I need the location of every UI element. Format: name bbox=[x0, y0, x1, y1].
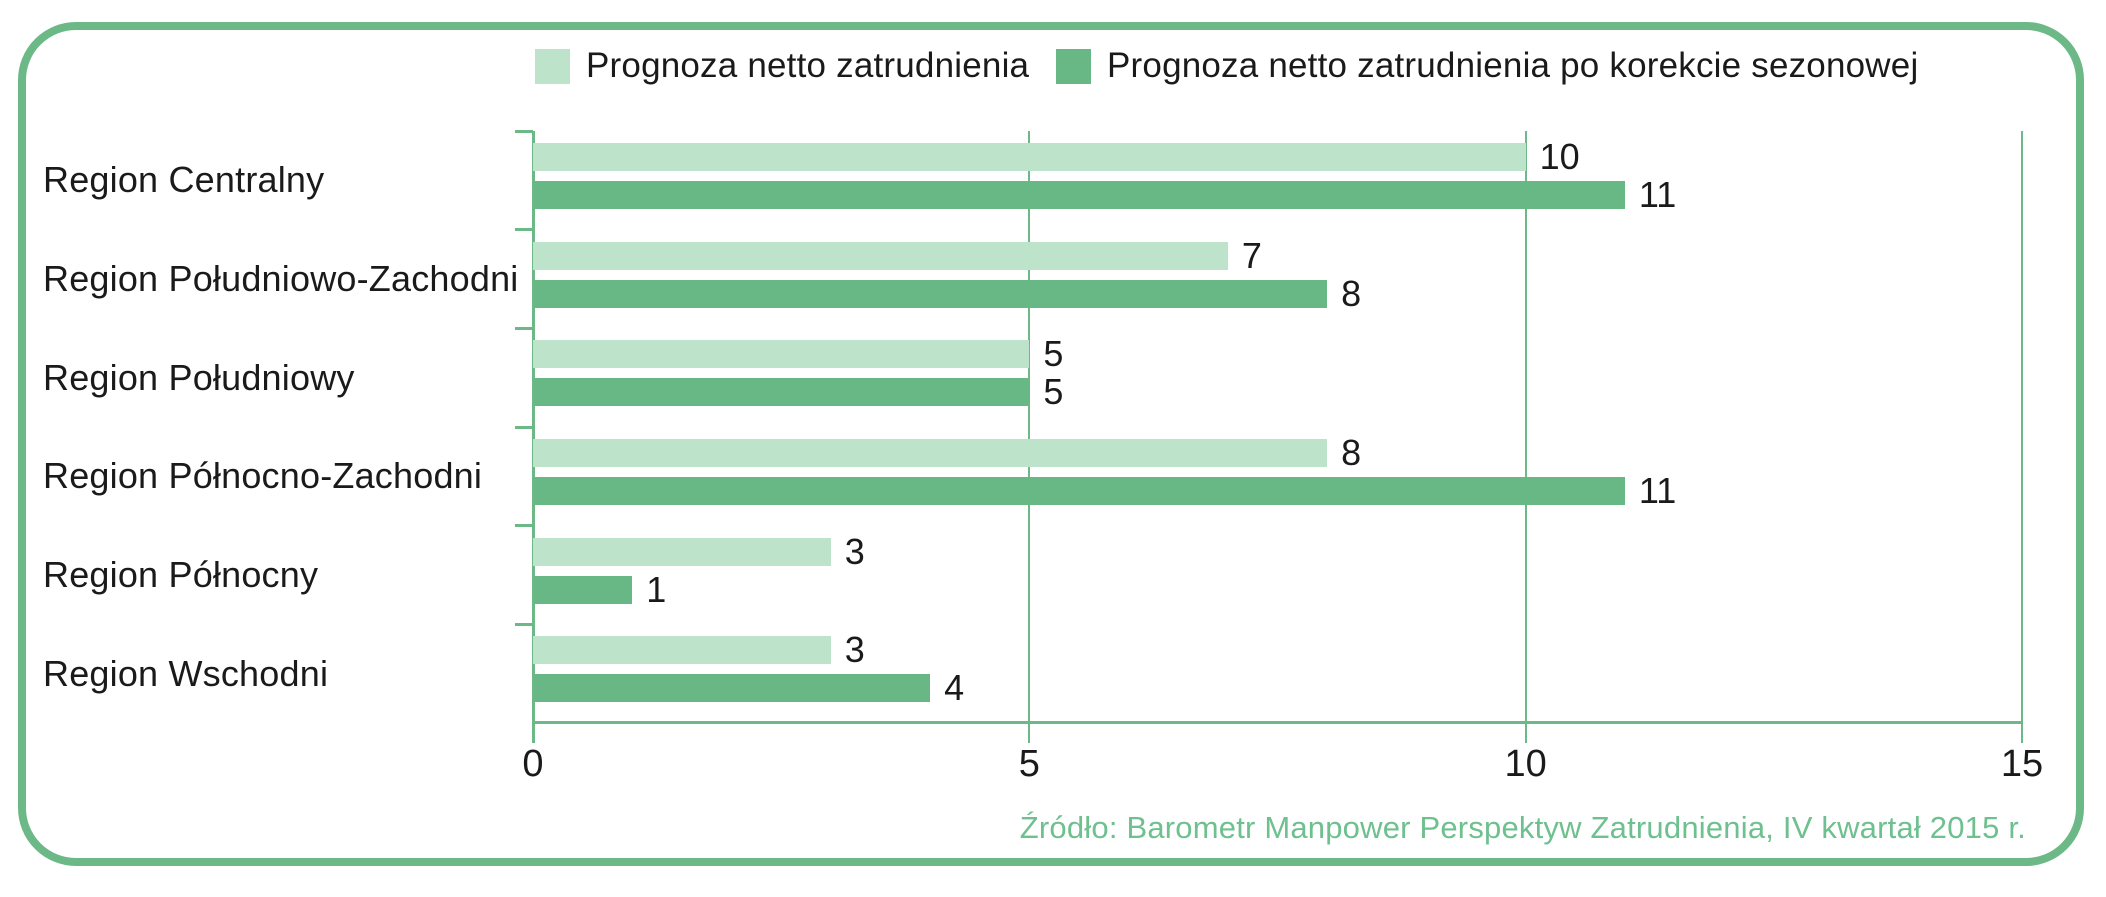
category-tick bbox=[515, 129, 533, 133]
category-tick bbox=[515, 524, 533, 528]
bar bbox=[533, 575, 633, 604]
bar bbox=[533, 279, 1328, 308]
x-tick-label-5: 5 bbox=[1018, 743, 1040, 785]
legend-item-forecast: Prognoza netto zatrudnienia bbox=[535, 45, 1029, 87]
category-label: Region Północny bbox=[43, 553, 319, 595]
category-label: Region Wschodni bbox=[43, 652, 329, 694]
legend-swatch-light bbox=[535, 48, 570, 84]
x-axis-line bbox=[533, 721, 2022, 724]
bar bbox=[533, 439, 1328, 467]
y-axis-line bbox=[531, 131, 535, 743]
category-tick bbox=[515, 326, 533, 330]
bar bbox=[533, 241, 1228, 270]
bar-value-label: 5 bbox=[1043, 333, 1064, 375]
bar bbox=[533, 636, 831, 665]
gridline-x-15 bbox=[2021, 131, 2023, 743]
bar-value-label: 5 bbox=[1043, 371, 1064, 413]
legend-item-forecast-seasonal: Prognoza netto zatrudnienia po korekcie … bbox=[1056, 45, 1918, 87]
legend-swatch-dark bbox=[1056, 48, 1091, 84]
bar bbox=[533, 674, 931, 703]
category-label: Region Północno-Zachodni bbox=[43, 455, 483, 497]
gridline-x-5 bbox=[1028, 131, 1031, 743]
x-tick-label-0: 0 bbox=[522, 743, 544, 785]
bar bbox=[533, 378, 1030, 407]
bar-value-label: 7 bbox=[1241, 234, 1262, 276]
legend-label: Prognoza netto zatrudnienia po korekcie … bbox=[1107, 46, 1919, 85]
bar-value-label: 8 bbox=[1341, 272, 1362, 314]
category-label: Region Południowo-Zachodni bbox=[43, 257, 519, 299]
legend-label: Prognoza netto zatrudnienia bbox=[586, 46, 1030, 85]
bar bbox=[533, 340, 1030, 369]
bar bbox=[533, 143, 1526, 171]
source-note: Źródło: Barometr Manpower Perspektyw Zat… bbox=[1019, 810, 2026, 845]
bar bbox=[533, 477, 1625, 505]
category-tick bbox=[515, 228, 533, 232]
category-label: Region Centralny bbox=[43, 159, 325, 201]
bar-value-label: 1 bbox=[646, 568, 667, 610]
x-tick-label-10: 10 bbox=[1504, 743, 1547, 785]
bar-value-label: 3 bbox=[844, 629, 865, 671]
bar-value-label: 4 bbox=[944, 667, 965, 709]
bar bbox=[533, 537, 831, 566]
legend: Prognoza netto zatrudnienia Prognoza net… bbox=[0, 0, 2106, 100]
bar bbox=[533, 181, 1625, 209]
bar-value-label: 3 bbox=[844, 530, 865, 572]
bar-value-label: 10 bbox=[1539, 136, 1580, 177]
category-tick bbox=[515, 622, 533, 626]
bar-value-label: 11 bbox=[1638, 470, 1677, 511]
bar-value-label: 8 bbox=[1341, 432, 1362, 473]
x-tick-label-15: 15 bbox=[2000, 743, 2044, 785]
plot-area: 10 11 7 8 5 5 8 11 3 1 3 4 bbox=[515, 129, 2023, 743]
category-tick bbox=[515, 425, 533, 429]
gridline-x-10 bbox=[1524, 131, 1527, 743]
bar-value-label: 11 bbox=[1638, 174, 1677, 215]
category-label: Region Południowy bbox=[43, 356, 355, 398]
